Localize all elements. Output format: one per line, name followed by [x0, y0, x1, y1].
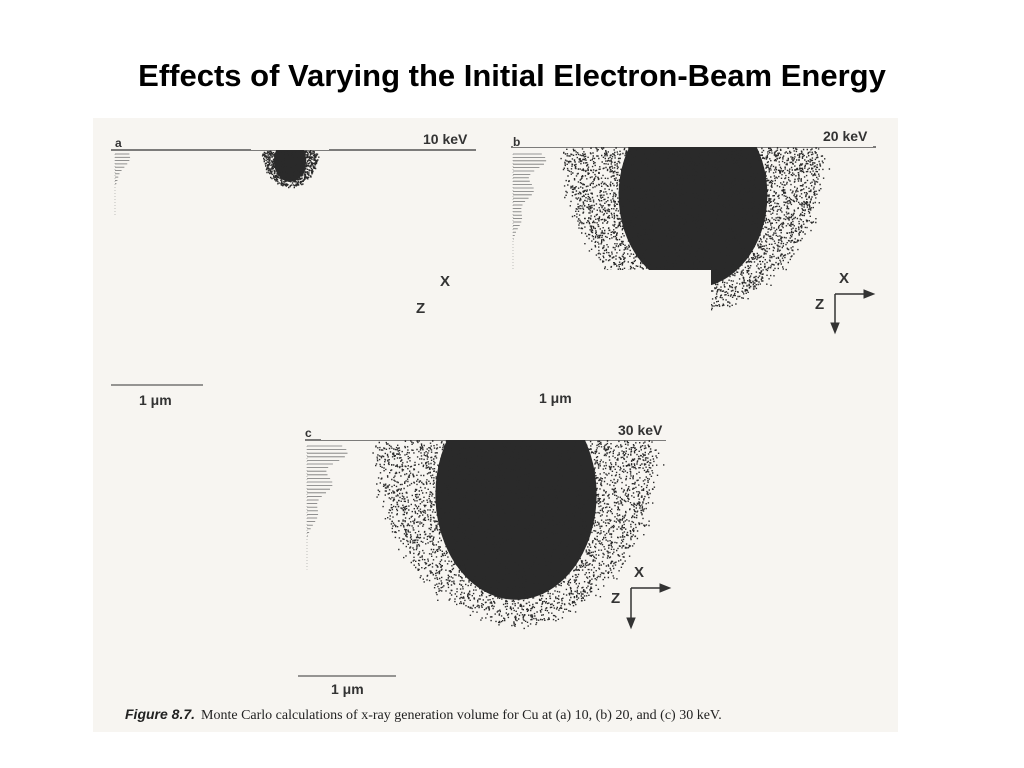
panel-c — [298, 270, 711, 677]
energy-label-a: 10 keV — [423, 131, 468, 147]
figure-caption: Figure 8.7. Monte Carlo calculations of x… — [125, 706, 722, 724]
scale-label-c: 1 μm — [331, 681, 364, 697]
panel-b — [505, 118, 876, 384]
axis-arrows-c — [626, 583, 672, 630]
caption-text: Monte Carlo calculations of x-ray genera… — [201, 708, 722, 723]
depth-histogram-b — [512, 153, 547, 273]
scale-label-b: 1 μm — [539, 390, 572, 406]
figure-number: Figure 8.7. — [125, 706, 196, 722]
axis-z-label-a: Z — [416, 300, 426, 317]
panel-label-a: a — [115, 136, 122, 150]
axis-arrows-b — [830, 289, 876, 335]
interaction-volume-a — [251, 118, 329, 189]
axis-z-label-c: Z — [611, 590, 621, 607]
axis-z-label-b: Z — [815, 296, 825, 313]
energy-label-b: 20 keV — [823, 128, 868, 144]
axis-x-label-b: X — [839, 270, 850, 287]
panel-label-c: c — [305, 426, 312, 440]
panel-label-b: b — [513, 135, 521, 149]
slide-title: Effects of Varying the Initial Electron-… — [138, 58, 886, 93]
axis-x-label-c: X — [634, 564, 645, 581]
interaction-volume-b — [513, 118, 873, 314]
scale-label-a: 1 μm — [139, 392, 172, 408]
monte-carlo-figure — [111, 118, 876, 677]
energy-label-c: 30 keV — [618, 422, 663, 438]
depth-histogram-c — [306, 445, 348, 570]
interaction-volume-c — [321, 270, 711, 630]
depth-histogram-a — [114, 153, 131, 217]
axis-x-label-a: X — [440, 273, 451, 290]
figure-scan: a 10 keV 1 μm X Z b 20 keV 1 μm X Z c 30… — [93, 118, 898, 732]
